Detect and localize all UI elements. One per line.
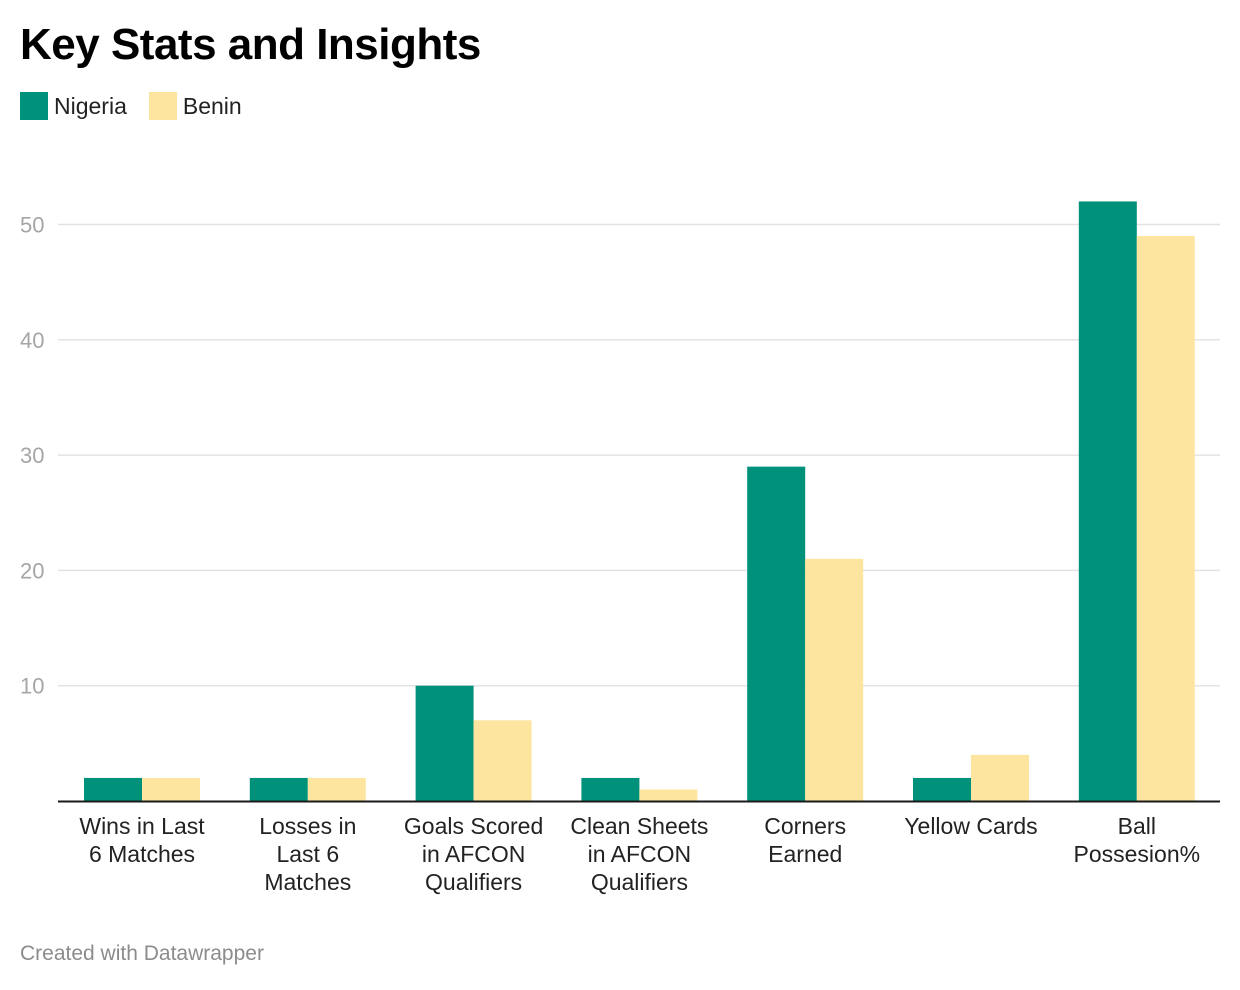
legend-item-nigeria: Nigeria (20, 92, 127, 120)
legend: Nigeria Benin (20, 92, 242, 120)
x-tick-label-line: Yellow Cards (904, 813, 1037, 839)
bar-benin-2 (473, 720, 532, 801)
bars (84, 201, 1195, 801)
x-tick-label-line: 6 Matches (89, 841, 195, 867)
x-tick-label-2: Goals Scored in AFCON Qualifiers (404, 813, 543, 895)
x-tick-label-3: Clean Sheets in AFCON Qualifiers (570, 813, 708, 895)
x-axis-labels: Wins in Last 6 Matches Losses in Last 6 Matc… (79, 813, 1200, 895)
x-tick-label-5: Yellow Cards (904, 813, 1037, 839)
legend-swatch-nigeria (20, 92, 48, 120)
legend-label-nigeria: Nigeria (54, 92, 127, 119)
x-tick-label-line: Possesion% (1074, 841, 1201, 867)
bar-benin-0 (142, 777, 200, 801)
y-tick-label-10: 10 (20, 674, 44, 699)
x-tick-label-4: Corners Earned (764, 813, 846, 867)
bar-nigeria-1 (249, 777, 308, 801)
bar-benin-5 (971, 754, 1029, 801)
bar-benin-3 (639, 789, 698, 801)
x-tick-label-line: Matches (264, 869, 351, 895)
x-tick-label-line: Qualifiers (591, 869, 688, 895)
y-tick-label-20: 20 (20, 558, 44, 583)
bar-nigeria-5 (913, 777, 971, 801)
x-tick-label-line: Clean Sheets (570, 813, 708, 839)
x-tick-label-line: in AFCON (422, 841, 526, 867)
bar-nigeria-3 (581, 777, 640, 801)
x-tick-label-6: Ball Possesion% (1074, 813, 1201, 867)
chart-title: Key Stats and Insights (20, 20, 481, 69)
x-tick-label-line: Wins in Last (79, 813, 205, 839)
x-tick-label-line: Ball (1118, 813, 1156, 839)
bar-nigeria-2 (415, 685, 474, 801)
x-tick-label-1: Losses in Last 6 Matches (259, 813, 356, 895)
x-tick-label-line: Goals Scored (404, 813, 543, 839)
x-tick-label-line: in AFCON (588, 841, 692, 867)
legend-label-benin: Benin (182, 92, 242, 119)
x-tick-label-line: Last 6 (276, 841, 339, 867)
bar-nigeria-4 (747, 466, 806, 801)
bar-nigeria-6 (1078, 201, 1137, 801)
legend-swatch-benin (148, 92, 177, 120)
bar-benin-6 (1136, 236, 1195, 801)
x-tick-label-line: Earned (768, 841, 842, 867)
bar-benin-4 (805, 558, 864, 801)
grid-lines (58, 223, 1220, 687)
y-axis-ticks: 10 20 30 40 50 (20, 213, 44, 699)
x-tick-label-line: Losses in (259, 813, 356, 839)
y-tick-label-40: 40 (20, 328, 44, 353)
y-tick-label-30: 30 (20, 443, 44, 468)
footer-credit: Created with Datawrapper (20, 942, 264, 965)
bar-benin-1 (307, 777, 366, 801)
bar-nigeria-0 (84, 777, 142, 801)
x-tick-label-line: Corners (764, 813, 846, 839)
x-tick-label-line: Qualifiers (425, 869, 522, 895)
x-tick-label-0: Wins in Last 6 Matches (79, 813, 205, 867)
y-tick-label-50: 50 (20, 213, 44, 238)
legend-item-benin: Benin (148, 92, 242, 120)
